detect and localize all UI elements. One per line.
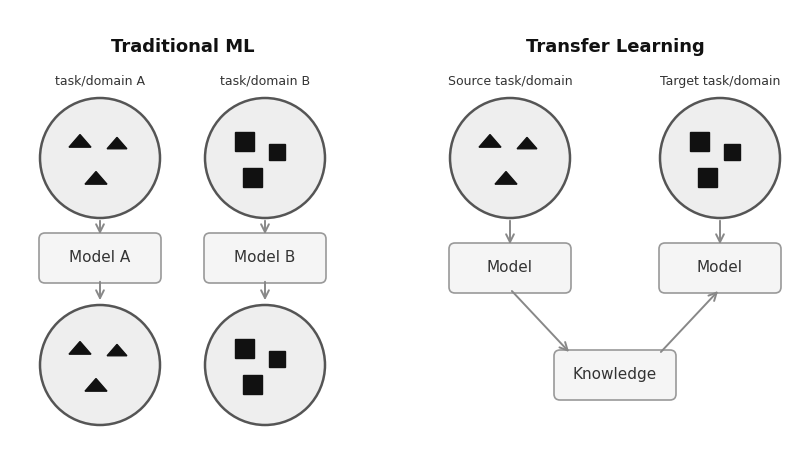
Polygon shape [69, 135, 91, 147]
Circle shape [40, 305, 160, 425]
Polygon shape [69, 342, 91, 354]
Text: Model: Model [697, 260, 743, 275]
Bar [269, 144, 286, 160]
Text: Model: Model [487, 260, 533, 275]
Polygon shape [495, 172, 517, 184]
Text: Model B: Model B [234, 251, 296, 265]
Circle shape [205, 98, 325, 218]
Polygon shape [107, 137, 127, 149]
Bar [234, 131, 253, 150]
Polygon shape [85, 379, 107, 391]
FancyBboxPatch shape [449, 243, 571, 293]
Polygon shape [517, 137, 537, 149]
Bar [723, 144, 740, 160]
Bar [242, 168, 261, 187]
Bar [242, 375, 261, 394]
Bar [269, 351, 286, 367]
Text: Model A: Model A [70, 251, 131, 265]
Polygon shape [85, 172, 107, 184]
Text: task/domain A: task/domain A [55, 75, 145, 88]
Bar [234, 338, 253, 357]
Text: Knowledge: Knowledge [573, 367, 657, 382]
FancyBboxPatch shape [659, 243, 781, 293]
FancyBboxPatch shape [554, 350, 676, 400]
Circle shape [450, 98, 570, 218]
Circle shape [40, 98, 160, 218]
Text: Transfer Learning: Transfer Learning [525, 38, 704, 56]
Text: Traditional ML: Traditional ML [111, 38, 254, 56]
Bar [698, 168, 716, 187]
Polygon shape [107, 344, 127, 356]
Circle shape [660, 98, 780, 218]
Polygon shape [479, 135, 501, 147]
FancyBboxPatch shape [204, 233, 326, 283]
Text: Target task/domain: Target task/domain [660, 75, 780, 88]
Text: task/domain B: task/domain B [220, 75, 310, 88]
Bar [690, 131, 708, 150]
Text: Source task/domain: Source task/domain [448, 75, 573, 88]
Circle shape [205, 305, 325, 425]
FancyBboxPatch shape [39, 233, 161, 283]
